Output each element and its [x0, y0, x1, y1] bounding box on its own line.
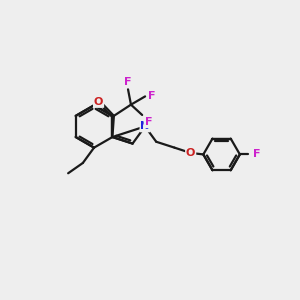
Text: O: O: [94, 97, 103, 107]
Text: F: F: [124, 77, 132, 87]
Text: O: O: [186, 148, 195, 158]
Text: F: F: [253, 149, 260, 159]
Text: F: F: [145, 117, 152, 127]
Text: N: N: [140, 122, 150, 131]
Text: F: F: [148, 92, 155, 101]
